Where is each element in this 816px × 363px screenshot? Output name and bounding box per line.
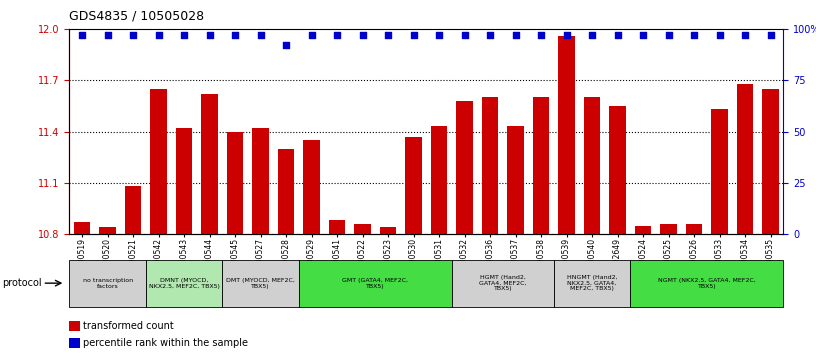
Bar (299, 260, 452, 307)
Bar (456, 101, 473, 234)
Bar (583, 97, 601, 234)
Bar (379, 227, 397, 234)
Point (280, 42, 293, 48)
Point (356, 32, 369, 38)
Point (484, 32, 497, 38)
Point (203, 32, 216, 38)
Point (662, 32, 675, 38)
Bar (304, 140, 320, 234)
Text: HNGMT (Hand2,
NKX2.5, GATA4,
MEF2C, TBX5): HNGMT (Hand2, NKX2.5, GATA4, MEF2C, TBX5… (567, 275, 618, 291)
Text: HGMT (Hand2,
GATA4, MEF2C,
TBX5): HGMT (Hand2, GATA4, MEF2C, TBX5) (479, 275, 526, 291)
Point (432, 32, 446, 38)
Bar (762, 89, 779, 234)
Text: percentile rank within the sample: percentile rank within the sample (83, 338, 248, 348)
Bar (277, 149, 295, 234)
Bar (146, 260, 222, 307)
Bar (685, 224, 703, 234)
Point (254, 32, 267, 38)
Bar (354, 224, 371, 234)
Point (407, 32, 420, 38)
Bar (712, 109, 728, 234)
Point (764, 32, 777, 38)
Text: GMT (GATA4, MEF2C,
TBX5): GMT (GATA4, MEF2C, TBX5) (343, 278, 408, 289)
Point (330, 32, 344, 38)
Bar (630, 260, 783, 307)
Bar (125, 186, 141, 234)
Point (586, 32, 599, 38)
Point (178, 32, 191, 38)
Bar (481, 97, 499, 234)
Text: protocol: protocol (2, 278, 42, 288)
Point (305, 32, 318, 38)
Bar (69, 321, 80, 331)
Point (509, 32, 522, 38)
Point (534, 32, 548, 38)
Bar (554, 260, 630, 307)
Bar (202, 94, 218, 234)
Bar (508, 126, 524, 234)
Bar (150, 89, 167, 234)
Bar (737, 84, 753, 234)
Bar (558, 36, 575, 234)
Text: NGMT (NKX2.5, GATA4, MEF2C,
TBX5): NGMT (NKX2.5, GATA4, MEF2C, TBX5) (658, 278, 756, 289)
Bar (610, 106, 626, 234)
Text: GDS4835 / 10505028: GDS4835 / 10505028 (69, 9, 205, 22)
Text: DMNT (MYOCD,
NKX2.5, MEF2C, TBX5): DMNT (MYOCD, NKX2.5, MEF2C, TBX5) (149, 278, 220, 289)
Bar (227, 131, 243, 234)
Point (636, 32, 650, 38)
Point (713, 32, 726, 38)
Point (228, 32, 242, 38)
Bar (635, 225, 651, 234)
Bar (73, 222, 91, 234)
Bar (175, 128, 193, 234)
Point (126, 32, 140, 38)
Text: DMT (MYOCD, MEF2C,
TBX5): DMT (MYOCD, MEF2C, TBX5) (226, 278, 295, 289)
Point (101, 32, 114, 38)
Point (738, 32, 752, 38)
Text: transformed count: transformed count (83, 321, 174, 331)
Bar (252, 128, 269, 234)
Bar (222, 260, 299, 307)
Bar (406, 137, 422, 234)
Bar (452, 260, 554, 307)
Bar (69, 260, 146, 307)
Point (611, 32, 624, 38)
Point (382, 32, 395, 38)
Bar (100, 227, 116, 234)
Point (76, 32, 89, 38)
Bar (69, 338, 80, 348)
Bar (431, 126, 447, 234)
Bar (329, 220, 345, 234)
Point (688, 32, 701, 38)
Text: no transcription
factors: no transcription factors (82, 278, 133, 289)
Bar (533, 97, 549, 234)
Point (560, 32, 573, 38)
Point (458, 32, 471, 38)
Point (152, 32, 165, 38)
Bar (660, 224, 677, 234)
